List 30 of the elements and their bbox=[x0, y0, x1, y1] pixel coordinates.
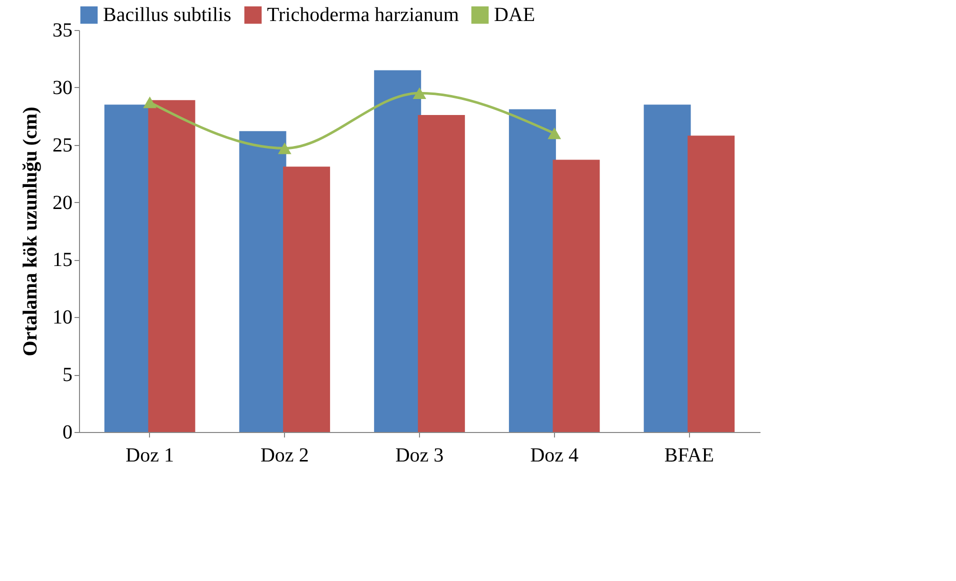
x-tick-label: Doz 1 bbox=[126, 444, 174, 466]
point bbox=[548, 128, 562, 140]
bar bbox=[688, 136, 735, 432]
x-tick-label: Doz 2 bbox=[260, 444, 309, 466]
x-tick-label: Doz 4 bbox=[530, 444, 579, 466]
y-tick-label: 20 bbox=[52, 192, 72, 214]
bar bbox=[283, 166, 330, 432]
point bbox=[412, 87, 426, 99]
y-tick-label: 35 bbox=[52, 20, 72, 42]
y-tick-label: 0 bbox=[62, 422, 72, 444]
bar bbox=[418, 114, 465, 432]
y-axis-title: Ortalama kök uzunluğu (cm) bbox=[20, 106, 42, 356]
bar bbox=[148, 100, 196, 432]
legend-label: Trichoderma harzianum bbox=[267, 4, 460, 26]
x-tick-label: BFAE bbox=[664, 444, 714, 466]
bar bbox=[644, 104, 691, 432]
legend-label: DAE bbox=[494, 4, 536, 26]
y-tick-label: 10 bbox=[52, 306, 72, 329]
y-tick-label: 25 bbox=[52, 134, 72, 156]
bar bbox=[552, 160, 600, 432]
x-tick-label: Doz 3 bbox=[395, 444, 444, 466]
y-tick-label: 30 bbox=[52, 76, 72, 99]
y-tick-label: 15 bbox=[52, 249, 72, 272]
legend-label: Bacillus subtilis bbox=[103, 4, 232, 26]
point bbox=[278, 142, 292, 154]
bar bbox=[239, 131, 286, 432]
bar bbox=[508, 109, 556, 432]
y-tick-label: 5 bbox=[62, 364, 72, 386]
point bbox=[143, 96, 157, 108]
bar bbox=[374, 70, 422, 432]
